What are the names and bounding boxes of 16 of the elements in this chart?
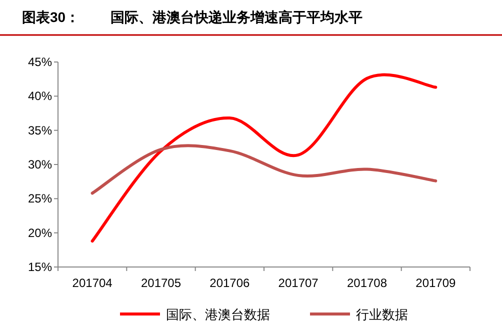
x-tick-label: 201706 bbox=[210, 276, 250, 290]
legend-label: 国际、港澳台数据 bbox=[166, 307, 270, 322]
y-tick-label: 35% bbox=[28, 123, 52, 138]
chart-title: 图表30： 国际、港澳台快递业务增速高于平均水平 bbox=[22, 9, 363, 25]
x-tick-label: 201709 bbox=[416, 276, 456, 290]
y-tick-label: 40% bbox=[28, 89, 52, 104]
x-tick-label: 201704 bbox=[72, 276, 113, 290]
y-tick-label: 15% bbox=[28, 260, 52, 274]
x-tick-label: 201705 bbox=[140, 276, 182, 290]
y-tick-label: 20% bbox=[28, 226, 52, 240]
y-tick-label: 25% bbox=[28, 192, 52, 206]
legend-label: 行业数据 bbox=[356, 307, 408, 322]
x-tick-label: 201707 bbox=[278, 276, 319, 290]
y-tick-label: 30% bbox=[28, 158, 52, 172]
x-tick-label: 201708 bbox=[346, 276, 388, 290]
y-tick-label: 45% bbox=[28, 55, 52, 69]
